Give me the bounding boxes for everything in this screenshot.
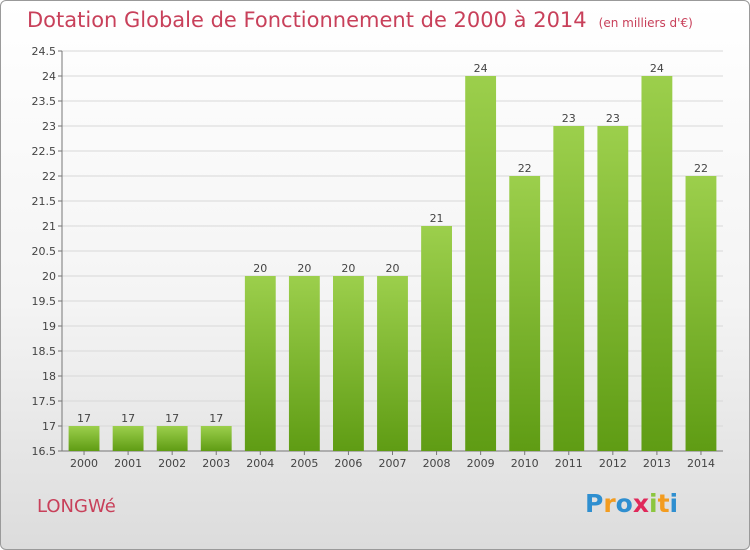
y-tick-label: 23 (42, 120, 56, 133)
chart-title-text: Dotation Globale de Fonctionnement de 20… (27, 8, 587, 32)
bar (465, 76, 497, 451)
bar-value-label: 20 (297, 262, 311, 275)
y-tick-label: 24.5 (32, 45, 57, 58)
bar (156, 426, 188, 451)
y-tick-label: 21.5 (32, 195, 57, 208)
y-tick-label: 17.5 (32, 395, 57, 408)
logo-letter: t (657, 489, 670, 518)
logo-letter: i (649, 489, 658, 518)
x-tick-label: 2013 (643, 457, 671, 470)
x-tick-label: 2002 (158, 457, 186, 470)
x-tick-label: 2012 (599, 457, 627, 470)
logo-letter: x (632, 489, 649, 518)
y-tick-label: 22.5 (32, 145, 57, 158)
bar-value-label: 24 (650, 62, 664, 75)
x-tick-label: 2014 (687, 457, 715, 470)
bar-value-label: 17 (77, 412, 91, 425)
bar (244, 276, 276, 451)
bar (421, 226, 452, 451)
y-tick-label: 20.5 (32, 245, 57, 258)
bar (641, 76, 673, 451)
bars (68, 76, 717, 451)
bar (200, 426, 232, 451)
x-tick-label: 2011 (555, 457, 583, 470)
y-tick-label: 23.5 (32, 95, 57, 108)
bar (685, 176, 717, 451)
proxiti-logo[interactable]: Proxiti (585, 489, 678, 518)
bar-value-label: 23 (562, 112, 576, 125)
y-tick-label: 19.5 (32, 295, 57, 308)
y-tick-label: 21 (42, 220, 56, 233)
x-tick-label: 2003 (202, 457, 230, 470)
chart-title: Dotation Globale de Fonctionnement de 20… (27, 8, 693, 32)
y-tick-label: 18.5 (32, 345, 57, 358)
bar-value-label: 20 (386, 262, 400, 275)
commune-name: LONGWé (37, 496, 116, 517)
bar (68, 426, 100, 451)
y-tick-labels: 16.5 17 17.5 18 18.5 19 19.5 20 20.5 21 21.5 22 22.5… (32, 45, 57, 458)
bar-value-label: 22 (518, 162, 532, 175)
x-tick-label: 2010 (511, 457, 539, 470)
bar (597, 126, 629, 451)
bar-value-label: 24 (474, 62, 488, 75)
logo-letter: o (615, 489, 633, 518)
bar (288, 276, 320, 451)
bar (112, 426, 144, 451)
y-tick-label: 24 (42, 70, 56, 83)
bar-value-label: 20 (341, 262, 355, 275)
x-tick-label: 2006 (334, 457, 362, 470)
bar-value-label: 17 (209, 412, 223, 425)
y-tick-label: 17 (42, 420, 56, 433)
x-tick-label: 2001 (114, 457, 142, 470)
x-tick-label: 2005 (290, 457, 318, 470)
logo-letter: P (585, 489, 604, 518)
logo-letter: i (669, 489, 679, 518)
bar-value-label: 17 (121, 412, 135, 425)
y-tick-label: 16.5 (32, 445, 57, 458)
bar (333, 276, 364, 451)
x-tick-labels: 2000 2001 2002 2003 2004 2005 2006 2007 2008 2009… (70, 457, 715, 470)
x-tick-label: 2000 (70, 457, 98, 470)
x-tick-label: 2007 (379, 457, 407, 470)
chart-subtitle: (en milliers d'€) (598, 16, 693, 30)
bar (509, 176, 541, 451)
x-tick-label: 2009 (467, 457, 495, 470)
x-tick-label: 2004 (246, 457, 274, 470)
x-tick-label: 2008 (423, 457, 451, 470)
y-tick-label: 19 (42, 320, 56, 333)
bar-value-label: 20 (253, 262, 267, 275)
y-tick-label: 22 (42, 170, 56, 183)
bar-value-label: 23 (606, 112, 620, 125)
y-tick-label: 20 (42, 270, 56, 283)
value-labels: 17 17 17 17 20 20 20 20 21 24 22 23 23 24 22 (77, 62, 708, 425)
y-tick-label: 18 (42, 370, 56, 383)
bar (377, 276, 408, 451)
logo-letter: r (603, 489, 616, 518)
bar-value-label: 21 (430, 212, 444, 225)
bar-value-label: 17 (165, 412, 179, 425)
bar-value-label: 22 (694, 162, 708, 175)
bar (553, 126, 585, 451)
